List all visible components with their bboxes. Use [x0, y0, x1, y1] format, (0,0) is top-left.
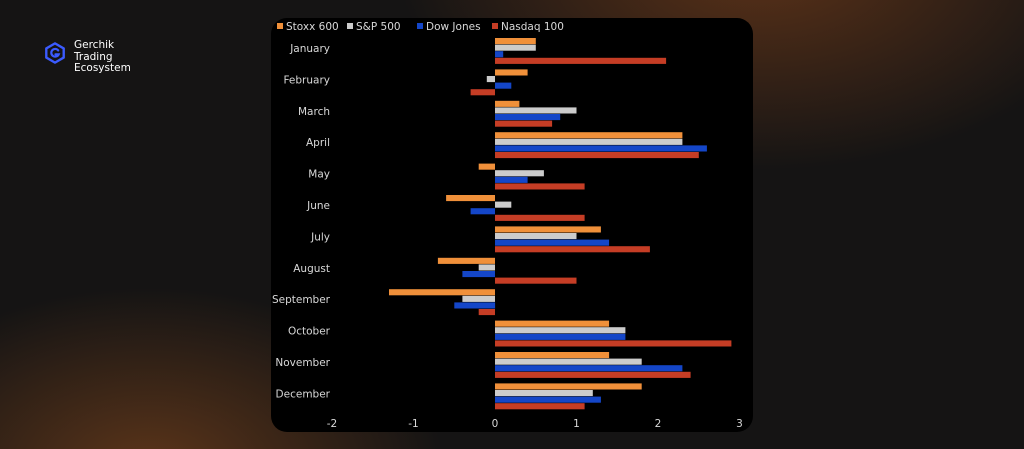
bar: [495, 277, 577, 284]
bar: [495, 38, 536, 45]
bar: [495, 239, 610, 246]
bar: [495, 145, 707, 152]
bar: [478, 309, 495, 316]
bar: [495, 170, 544, 177]
bar: [478, 163, 495, 170]
bar: [495, 365, 683, 372]
bar: [495, 82, 512, 89]
bar: [495, 371, 691, 378]
bar: [486, 76, 495, 83]
monthly-returns-bar-chart: Stoxx 600 S&P 500 Dow Jones Nasdaq 100 Janu…: [272, 21, 743, 430]
month-label: September: [272, 294, 331, 306]
month-labels: January February March April May June July Augu…: [272, 43, 331, 400]
bar: [495, 403, 585, 410]
bar: [495, 51, 504, 58]
bar: [495, 120, 553, 127]
brand-name-line: Trading: [74, 50, 113, 63]
month-label: April: [306, 137, 330, 149]
bar: [495, 201, 512, 208]
month-label: August: [293, 263, 330, 275]
legend-swatch: [347, 23, 353, 29]
bar: [495, 396, 601, 403]
brand-logo: Gerchik Trading Ecosystem: [44, 39, 131, 75]
chart-legend: Stoxx 600 S&P 500 Dow Jones Nasdaq 100: [277, 21, 564, 33]
bar: [495, 246, 650, 253]
x-tick-label: -1: [408, 418, 418, 430]
bar: [462, 295, 495, 302]
x-tick-label: -2: [327, 418, 337, 430]
bar: [495, 214, 585, 221]
bar: [462, 271, 495, 278]
chart-card: Stoxx 600 S&P 500 Dow Jones Nasdaq 100 Janu…: [271, 18, 753, 432]
brand-name: Gerchik Trading Ecosystem: [74, 39, 131, 75]
bar: [470, 89, 495, 96]
month-label: March: [298, 106, 330, 118]
legend-swatch: [492, 23, 498, 29]
bar: [495, 152, 699, 159]
bar: [495, 69, 528, 76]
bar: [495, 100, 520, 107]
x-tick-label: 1: [573, 418, 580, 430]
bar: [495, 327, 626, 334]
bar: [495, 383, 642, 390]
bar: [495, 114, 561, 121]
brand-name-line: Gerchik: [74, 39, 115, 51]
bar: [495, 352, 610, 359]
bar: [446, 195, 495, 202]
bar: [495, 390, 593, 397]
bar: [495, 138, 683, 145]
brand-name-line: Ecosystem: [74, 62, 131, 74]
legend-label: Dow Jones: [426, 21, 481, 33]
bar: [495, 233, 577, 240]
bar: [495, 340, 732, 347]
bar: [495, 57, 667, 64]
legend-label: Nasdaq 100: [501, 21, 564, 33]
bar: [495, 44, 536, 51]
bar: [389, 289, 495, 296]
month-label: January: [289, 43, 330, 55]
bar: [454, 302, 496, 309]
month-label: December: [276, 388, 331, 400]
legend-swatch: [277, 23, 283, 29]
month-label: May: [308, 169, 330, 181]
legend-swatch: [417, 23, 423, 29]
x-tick-label: 2: [655, 418, 662, 430]
bar: [495, 183, 585, 190]
month-label: July: [310, 231, 330, 243]
month-label: November: [275, 357, 330, 369]
x-tick-label: 3: [736, 418, 743, 430]
bar: [495, 107, 577, 114]
legend-label: S&P 500: [356, 21, 401, 33]
bar: [470, 208, 495, 215]
bar: [478, 264, 495, 271]
bar: [495, 226, 601, 233]
chart-bars: [389, 38, 732, 410]
x-tick-label: 0: [492, 418, 499, 430]
hexagon-g-logo-icon: [45, 42, 65, 64]
bar: [495, 320, 610, 327]
month-label: October: [288, 326, 331, 338]
month-label: February: [283, 74, 330, 86]
bar: [495, 333, 626, 340]
bar: [495, 176, 528, 183]
bar: [437, 257, 495, 264]
legend-label: Stoxx 600: [286, 21, 339, 33]
bar: [495, 132, 683, 139]
bar: [495, 358, 642, 365]
month-label: June: [306, 200, 330, 212]
x-axis-ticks: -2 -1 0 1 2 3: [327, 418, 743, 430]
